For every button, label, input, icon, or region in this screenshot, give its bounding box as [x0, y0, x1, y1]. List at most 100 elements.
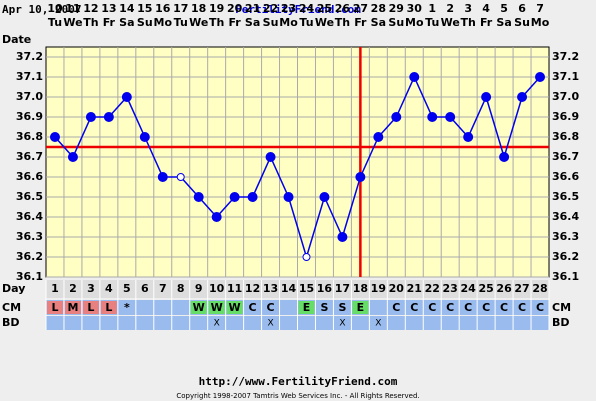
weekday: Tu	[174, 16, 188, 29]
cm-code: C	[464, 301, 472, 314]
date-number: 15	[137, 2, 152, 15]
temperature-point	[139, 132, 150, 142]
day-number: 16	[317, 282, 333, 295]
y-tick-label: 36.1	[16, 270, 43, 283]
day-number: 18	[353, 282, 368, 295]
cm-code: C	[518, 301, 526, 314]
temperature-point	[427, 112, 438, 122]
site-name: FertilityFriend.com	[235, 3, 361, 16]
day-number: 8	[177, 282, 185, 295]
day-number: 9	[195, 282, 203, 295]
cm-code: W	[211, 301, 223, 314]
day-number: 15	[299, 282, 314, 295]
discarded-point	[302, 253, 311, 261]
date-number: 7	[536, 2, 544, 15]
day-number: 10	[209, 282, 225, 295]
y-tick-label: 37.0	[16, 90, 43, 103]
day-number: 1	[51, 282, 59, 295]
date-number: 1	[428, 2, 436, 15]
cm-code: C	[500, 301, 508, 314]
cm-cell	[190, 301, 207, 314]
y-tick-label: 36.6	[16, 170, 43, 183]
weekday: Tu	[299, 16, 313, 29]
bd-mark: X	[214, 319, 220, 329]
cm-code: C	[392, 301, 400, 314]
day-number: 19	[371, 282, 386, 295]
day-number: 3	[87, 282, 95, 295]
cm-code: C	[536, 301, 544, 314]
cm-cell	[47, 301, 63, 314]
weekday: Th	[209, 16, 224, 29]
weekday: Tu	[425, 16, 439, 29]
date-number: 17	[173, 2, 188, 15]
temperature-point	[373, 132, 384, 142]
temperature-point	[409, 72, 420, 82]
weekday: Sa	[371, 16, 386, 29]
day-number: 5	[123, 282, 131, 295]
day-number: 17	[335, 282, 350, 295]
day-number: 7	[159, 282, 167, 295]
date-number: 26	[335, 2, 351, 15]
y-tick-label-right: 37.0	[552, 90, 579, 103]
date-number: 5	[500, 2, 508, 15]
temperature-point	[157, 172, 168, 182]
weekday: Fr	[480, 16, 493, 29]
date-number: 16	[155, 2, 171, 15]
weekday: We	[63, 16, 82, 29]
temperature-point	[265, 152, 276, 162]
day-row-label: Day	[2, 282, 25, 295]
cm-cell	[352, 301, 369, 314]
cm-code: W	[229, 301, 241, 314]
weekday: Mo	[279, 16, 298, 29]
weekday: Sa	[245, 16, 260, 29]
cm-row-label: CM	[2, 301, 21, 314]
date-number: 24	[299, 2, 315, 15]
cm-cell	[82, 301, 99, 314]
weekday: Su	[263, 16, 279, 29]
date-row-label: Date	[2, 33, 31, 46]
cm-code: C	[249, 301, 257, 314]
cm-code: L	[87, 301, 94, 314]
weekday: We	[315, 16, 334, 29]
bd-mark: X	[339, 319, 345, 329]
temperature-point	[355, 172, 366, 182]
cm-code: C	[482, 301, 490, 314]
y-tick-label-right: 36.2	[552, 250, 579, 263]
temperature-point	[481, 92, 492, 102]
date-number: 19	[209, 2, 224, 15]
temperature-point	[517, 92, 528, 102]
cm-cell	[64, 301, 81, 314]
y-tick-label-right: 36.8	[552, 130, 579, 143]
temperature-line	[54, 75, 541, 260]
date-number: 25	[317, 2, 332, 15]
day-number: 14	[281, 282, 297, 295]
weekday: Fr	[103, 16, 116, 29]
date-number: 18	[191, 2, 206, 15]
temperature-point	[283, 192, 294, 202]
y-tick-label: 36.9	[16, 110, 43, 123]
copyright: Copyright 1998-2007 Tamtris Web Services…	[176, 392, 419, 400]
cm-cell	[208, 301, 225, 314]
bd-mark: X	[375, 319, 381, 329]
weekday: Fr	[354, 16, 367, 29]
y-tick-label: 36.3	[16, 230, 43, 243]
date-number: 6	[518, 2, 526, 15]
weekday: Sa	[496, 16, 511, 29]
day-number: 2	[69, 282, 77, 295]
y-tick-label-right: 37.2	[552, 50, 579, 63]
temperature-point	[391, 112, 402, 122]
weekday: Mo	[154, 16, 173, 29]
date-number: 3	[464, 2, 472, 15]
temperature-point	[463, 132, 474, 142]
y-tick-label: 36.7	[16, 150, 43, 163]
weekday: Su	[388, 16, 404, 29]
date-number: 23	[281, 2, 296, 15]
temperature-point	[85, 112, 96, 122]
day-number: 21	[407, 282, 422, 295]
weekday: Mo	[405, 16, 424, 29]
date-number: 29	[389, 2, 404, 15]
weekday: Tu	[48, 16, 62, 29]
cm-code: S	[338, 301, 346, 314]
temperature-point	[499, 152, 510, 162]
